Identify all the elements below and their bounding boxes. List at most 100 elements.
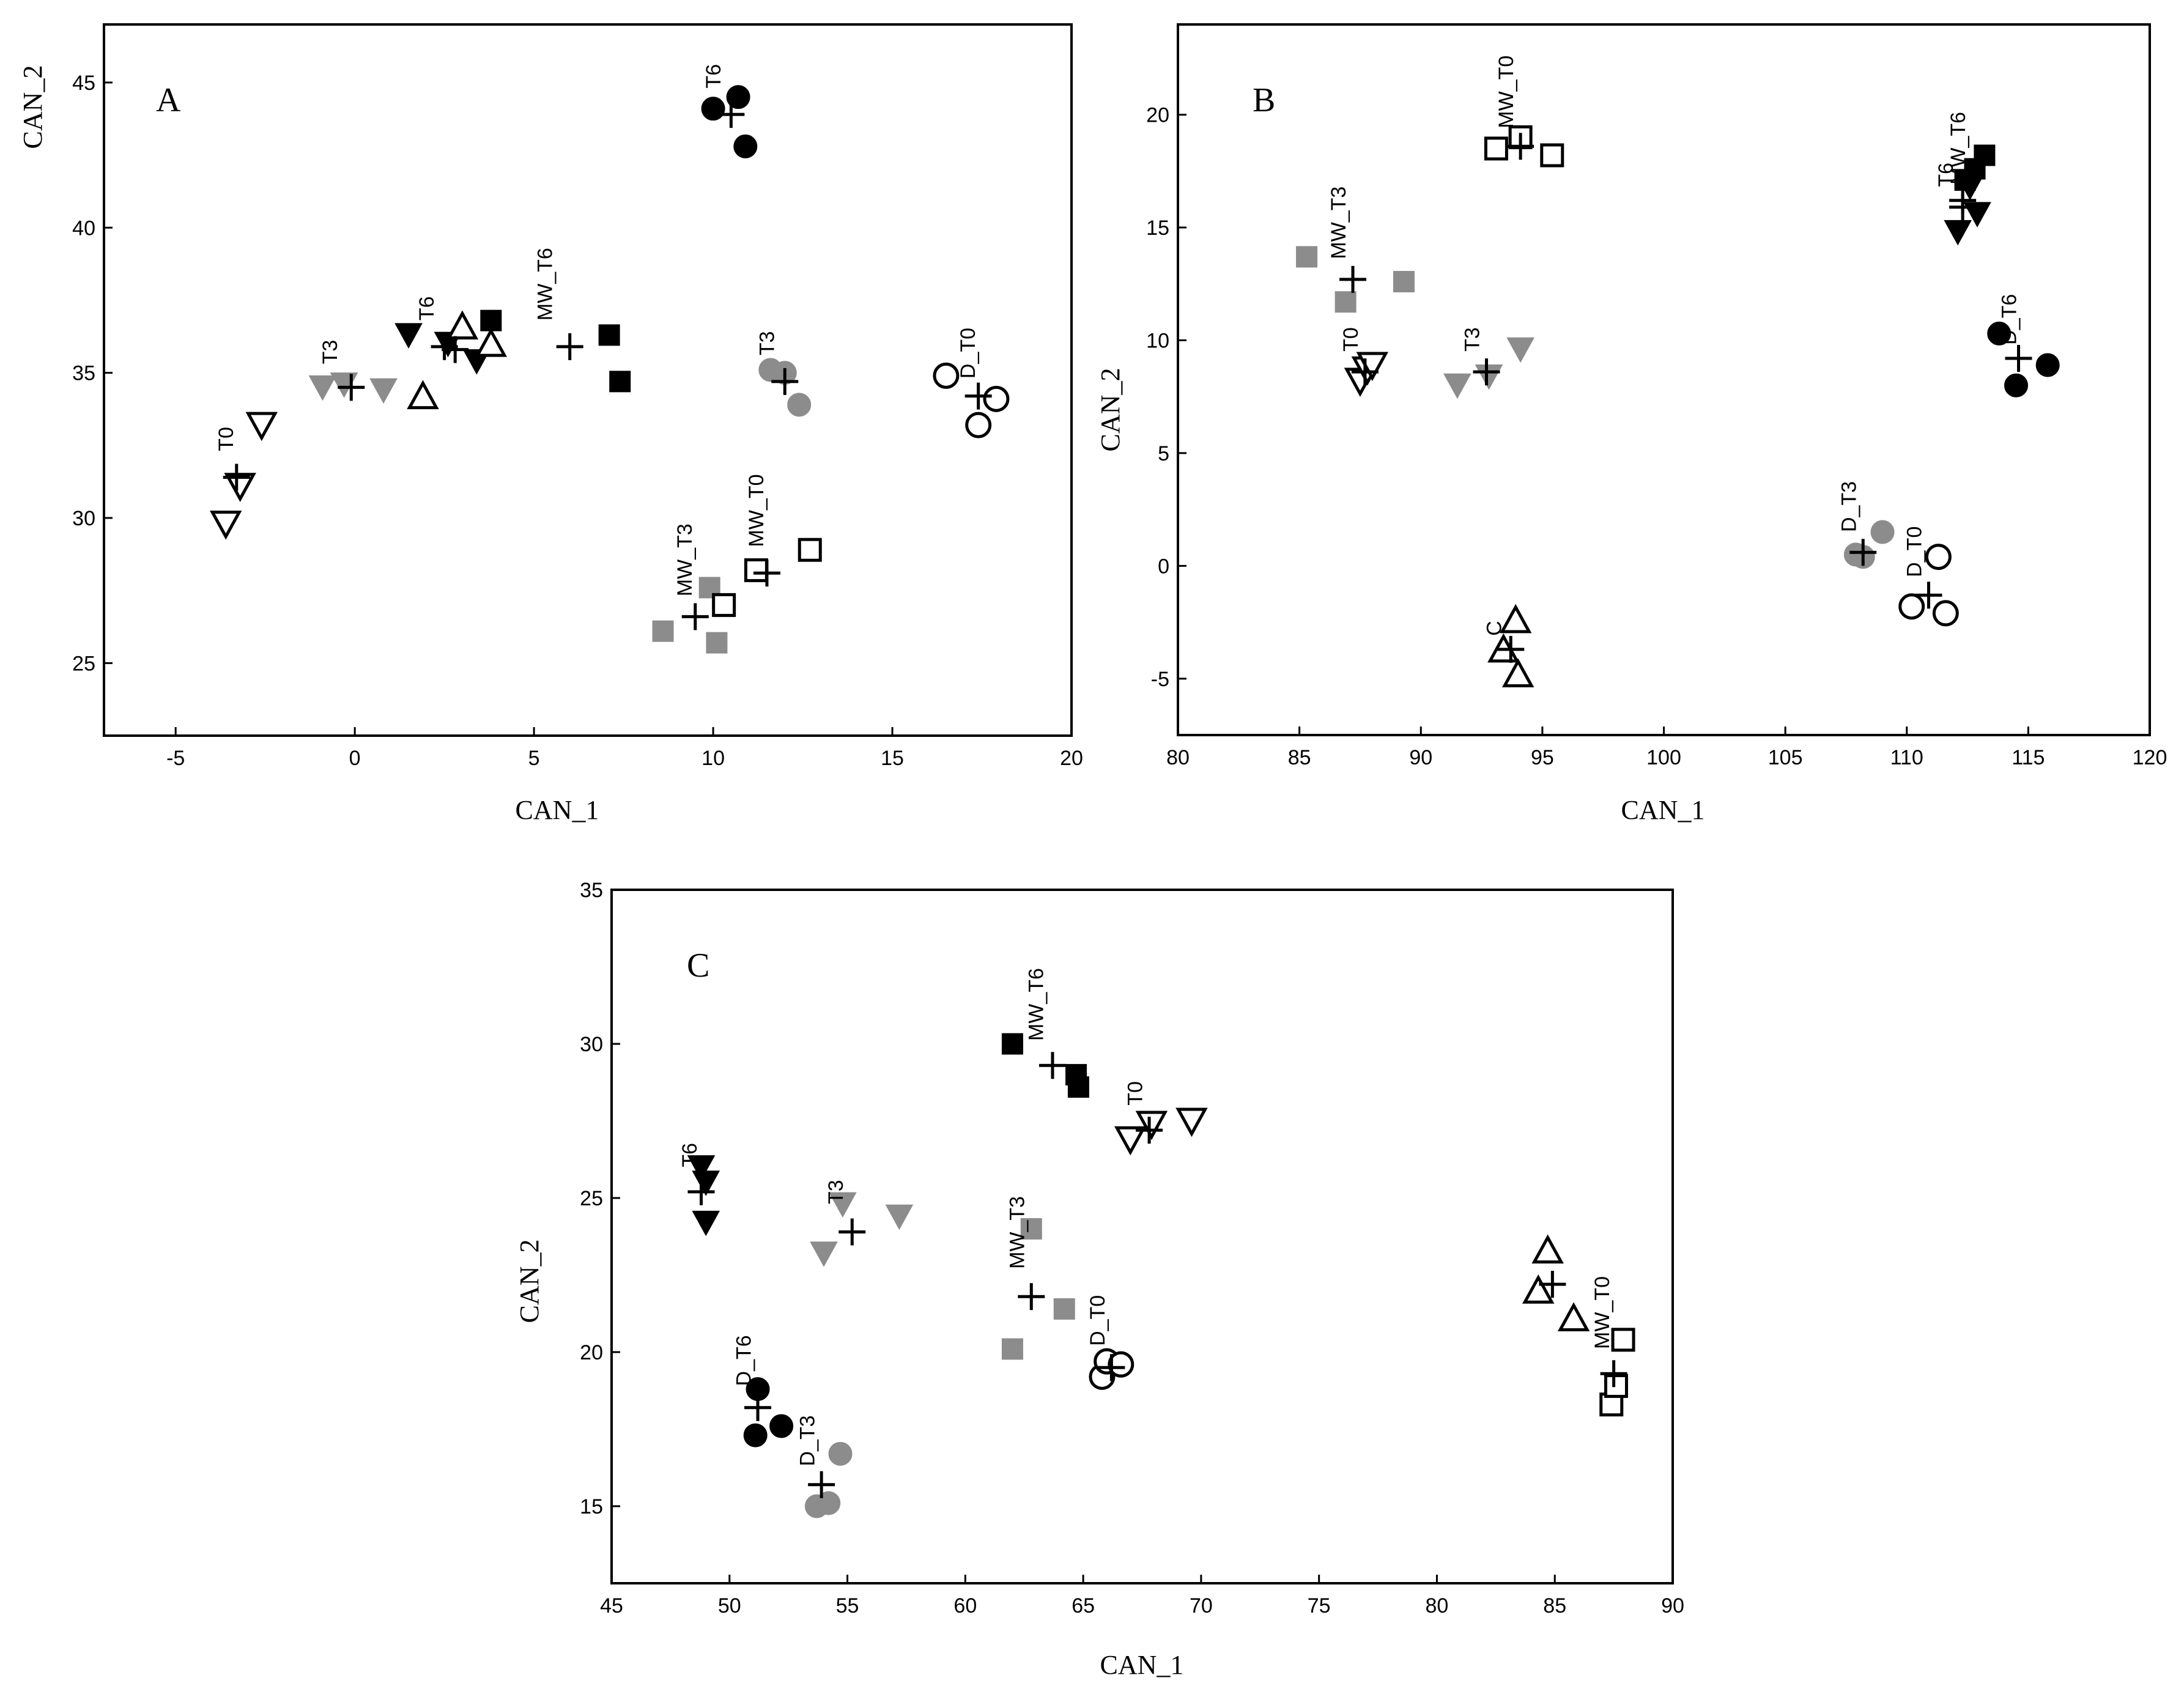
panel-c-group-label-d-t0: D_T0 [1086, 1295, 1109, 1346]
panel-a-x-tick-label: 15 [881, 747, 904, 770]
panel-b-x-tick-label: 115 [2012, 746, 2045, 769]
panel-c-point-d-t0 [1108, 1351, 1135, 1378]
panel-b-letter: B [1253, 81, 1275, 119]
panel-c-y-tick-label: 25 [580, 1187, 603, 1210]
panel-b-y-axis-label: CAN_2 [1095, 368, 1125, 452]
panel-b-point-mw-t3 [1393, 271, 1415, 293]
panel-b-y-tick-label: 0 [1158, 555, 1169, 578]
panel-b-group-label-mw-t3: MW_T3 [1327, 187, 1350, 259]
panel-b-y-tick-label: 15 [1146, 216, 1169, 240]
panel-b-x-tick-label: 95 [1531, 746, 1554, 769]
panel-a-group-label-t3: T3 [756, 331, 779, 355]
panel-a-y-axis-label: CAN_2 [18, 65, 48, 149]
panel-a-group-label-d-t0: D_T0 [957, 328, 980, 379]
panel-c-point-mw-t6 [1067, 1076, 1089, 1098]
panel-b-group-label-t6: T6 [1934, 163, 1958, 187]
panel-c-marks: 45 50 55 60 65 70 75 80 85 90 15 20 25 30 35 T6 T3 MW_T6 T… [580, 879, 1684, 1618]
panel-a-point-t0 [209, 510, 242, 540]
panel-c: C CAN_1 CAN_2 45 50 55 60 65 70 75 80 85 90 15 20 25… [514, 879, 1684, 1680]
panel-c-y-tick-label: 15 [580, 1495, 603, 1518]
panel-b-x-tick-label: 110 [1890, 746, 1923, 769]
panel-a-x-tick-label: 20 [1060, 747, 1083, 770]
panel-b-y-tick-label: -5 [1151, 668, 1169, 691]
panel-c-point-t6 [692, 1210, 720, 1237]
panel-a-point-mw-t6 [480, 309, 502, 331]
panel-b-point-mw-t0 [1484, 136, 1508, 161]
panel-c-group-label-t6: T6 [678, 1143, 701, 1167]
panel-b-group-label-t3: T3 [1461, 327, 1484, 352]
panel-a-group-label-t0: T0 [215, 427, 238, 451]
panel-b-group-label-mw-t6: MW_T6 [1947, 112, 1970, 185]
panel-a-y-tick-label: 30 [72, 507, 95, 530]
panel-a-y-tick-label: 45 [72, 72, 95, 95]
panel-a-group-label-t6: T6 [415, 297, 439, 321]
panel-c-y-tick-label: 20 [580, 1341, 603, 1364]
panel-b-marks: 80 85 90 95 100 105 110 115 120 -5 0 5 10 15 20 MW_T3 T0… [1146, 56, 2167, 769]
panel-a-y-tick-label: 35 [72, 362, 95, 385]
panel-b-group-label-d-t3: D_T3 [1837, 481, 1860, 532]
panel-c-point-t0 [1175, 1107, 1208, 1137]
panel-c-point-mw-t3 [1020, 1218, 1042, 1240]
panel-a-frame [103, 23, 1073, 737]
panel-c-group-label-mw-t3: MW_T3 [1006, 1196, 1029, 1269]
panel-c-x-tick-label: 55 [836, 1594, 859, 1618]
panel-c-x-tick-label: 80 [1426, 1594, 1449, 1618]
panel-c-point-mw-t3 [1053, 1298, 1075, 1320]
panel-b-point-d-t0 [1932, 600, 1959, 627]
panel-a-point-t6 [394, 323, 423, 349]
panel-c-point-mw-t6 [1001, 1033, 1023, 1055]
panel-b-point-d-t0 [1898, 593, 1925, 620]
panel-b-group-label-d-t0: D_T0 [1903, 527, 1927, 577]
panel-c-frame [610, 889, 1674, 1584]
panel-b-point-c [1499, 604, 1532, 634]
panel-a-point-d-t0 [965, 412, 992, 438]
panel-a-y-tick-label: 25 [72, 652, 95, 675]
panel-c-group-label-mw-t6: MW_T6 [1025, 968, 1048, 1041]
panel-a-point-mw-t6 [598, 324, 620, 346]
panel-a-marks: -5 0 5 10 15 20 25 30 35 40 45 T0 T3 T6 MW_T6 T6 T3 D_T0 M… [72, 64, 1083, 770]
panel-b-point-c [1501, 658, 1534, 687]
panel-a-x-axis-label: CAN_1 [516, 795, 599, 825]
panel-c-point-t6 [692, 1170, 720, 1196]
panel-b-y-tick-label: 10 [1146, 329, 1169, 352]
panel-a-point-t0 [245, 412, 278, 442]
panel-a-point-t6 [701, 97, 725, 121]
panel-c-group-label-d-t3: D_T3 [796, 1415, 820, 1466]
panel-a-point-t3 [787, 393, 812, 417]
panel-b-y-tick-label: 20 [1146, 104, 1169, 127]
panel-c-y-tick-label: 35 [580, 879, 603, 902]
panel-a-point-mw-t6 [609, 371, 631, 393]
panel-c-x-tick-label: 50 [718, 1594, 741, 1618]
panel-a-point-t3 [369, 378, 398, 404]
panel-a-group-label-mw-t3: MW_T3 [673, 523, 697, 596]
panel-c-x-axis-label: CAN_1 [1100, 1650, 1184, 1680]
panel-b-point-d-t6 [1987, 321, 2012, 346]
panel-c-point-tri-up [1522, 1274, 1555, 1304]
panel-c-point-t0 [1114, 1126, 1147, 1156]
panel-b-x-tick-label: 85 [1288, 746, 1311, 769]
panel-b-point-t6 [1956, 175, 1984, 201]
panel-a-point-tri-up [407, 380, 439, 410]
panel-c-point-t6 [687, 1155, 716, 1181]
panel-b-group-label-t0: T0 [1339, 327, 1363, 352]
panel-c-x-tick-label: 70 [1190, 1594, 1213, 1618]
panel-b-x-tick-label: 100 [1646, 746, 1681, 769]
panel-a-group-label-t3: T3 [319, 340, 342, 364]
panel-c-y-tick-label: 30 [580, 1033, 603, 1056]
panel-a-point-mw-t0 [712, 593, 736, 617]
panel-a-point-mw-t0 [798, 538, 822, 562]
panel-b-point-d-t6 [2035, 353, 2060, 377]
panel-c-y-axis-label: CAN_2 [514, 1240, 544, 1323]
panel-a-point-mw-t3 [706, 632, 728, 654]
panel-c-x-tick-label: 65 [1072, 1594, 1095, 1618]
panel-b-x-tick-label: 120 [2133, 746, 2167, 769]
panel-b-group-label-mw-t0: MW_T0 [1495, 56, 1518, 128]
panel-b-x-axis-label: CAN_1 [1621, 795, 1705, 825]
panel-a-point-d-t0 [983, 385, 1010, 412]
panel-c-point-tri-up [1557, 1302, 1590, 1332]
panel-b-group-label-d-t6: D_T6 [1998, 294, 2021, 345]
panel-c-x-tick-label: 60 [953, 1594, 977, 1618]
panel-a-point-t3 [308, 375, 337, 401]
panel-b-x-tick-label: 90 [1409, 746, 1432, 769]
